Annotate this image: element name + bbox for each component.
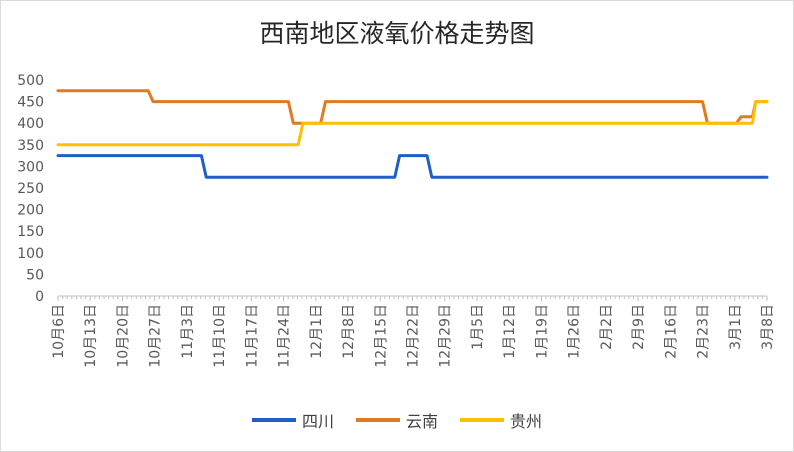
x-tick-label: 1月26日 xyxy=(567,304,583,359)
x-tick-label: 11月3日 xyxy=(180,304,196,359)
legend-item-sichuan: 四川 xyxy=(251,408,334,432)
x-tick-label: 10月13日 xyxy=(83,304,99,368)
x-tick-label: 10月27日 xyxy=(148,304,164,368)
x-tick-label: 3月8日 xyxy=(760,304,776,350)
x-tick-label: 10月6日 xyxy=(51,304,67,359)
chart-title: 西南地区液氧价格走势图 xyxy=(259,19,535,48)
x-tick-label: 2月23日 xyxy=(696,304,712,359)
x-tick-label: 11月10日 xyxy=(212,304,228,368)
legend-label-yunnan: 云南 xyxy=(405,412,438,431)
x-tick-label: 11月24日 xyxy=(277,304,293,368)
y-tick-label: 150 xyxy=(17,224,44,240)
legend-swatch-guizhou xyxy=(460,418,504,422)
x-tick-label: 11月17日 xyxy=(244,304,260,368)
legend-swatch-sichuan xyxy=(251,418,296,422)
x-tick-label: 12月15日 xyxy=(373,304,389,368)
legend-swatch-yunnan xyxy=(355,418,400,422)
series-line-2 xyxy=(56,100,769,147)
x-tick-label: 3月1日 xyxy=(728,304,744,350)
legend-label-sichuan: 四川 xyxy=(301,412,334,431)
y-tick-label: 100 xyxy=(17,246,44,262)
x-tick-label: 2月2日 xyxy=(599,304,615,350)
y-tick-label: 300 xyxy=(17,159,44,175)
y-tick-label: 500 xyxy=(17,73,44,89)
x-tick-label: 1月5日 xyxy=(470,304,486,350)
y-tick-label: 50 xyxy=(26,267,44,283)
x-tick-label: 12月22日 xyxy=(406,304,422,368)
chart-legend: 四川 云南 贵州 xyxy=(0,408,794,432)
x-tick-label: 10月20日 xyxy=(115,304,131,368)
y-tick-label: 200 xyxy=(17,203,44,219)
x-tick-label: 12月1日 xyxy=(309,304,325,359)
x-tick-label: 12月8日 xyxy=(341,304,357,359)
series-line-0 xyxy=(56,154,769,179)
y-tick-label: 400 xyxy=(17,116,44,132)
x-tick-label: 12月29日 xyxy=(438,304,454,368)
x-tick-label: 2月9日 xyxy=(631,304,647,350)
legend-item-guizhou: 贵州 xyxy=(460,408,542,432)
y-tick-label: 250 xyxy=(17,181,44,197)
legend-label-guizhou: 贵州 xyxy=(510,412,543,431)
y-tick-label: 450 xyxy=(17,95,44,111)
x-tick-label: 1月12日 xyxy=(502,304,518,359)
y-tick-label: 350 xyxy=(17,138,44,154)
x-tick-label: 1月19日 xyxy=(534,304,550,359)
legend-item-yunnan: 云南 xyxy=(355,408,438,432)
x-tick-label: 2月16日 xyxy=(663,304,679,359)
y-tick-label: 0 xyxy=(35,289,44,305)
series-line-1 xyxy=(56,89,769,125)
